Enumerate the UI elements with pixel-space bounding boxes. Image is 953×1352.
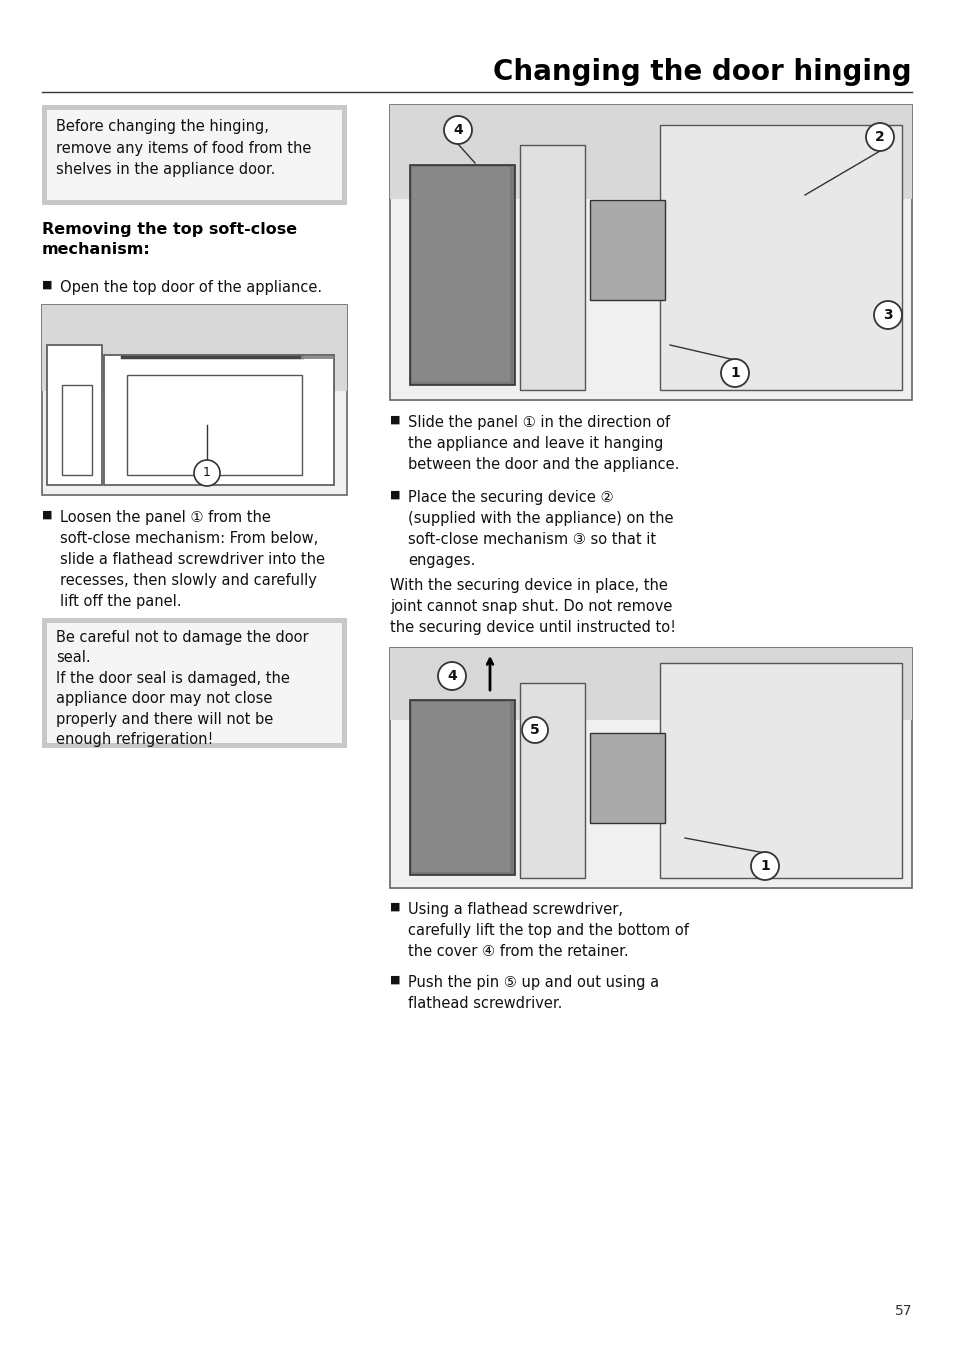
Text: With the securing device in place, the
joint cannot snap shut. Do not remove
the: With the securing device in place, the j…	[390, 579, 676, 635]
Bar	[410, 700, 515, 875]
Bar	[104, 356, 334, 485]
Bar	[62, 385, 91, 475]
Text: Open the top door of the appliance.: Open the top door of the appliance.	[60, 280, 322, 295]
Bar	[410, 165, 515, 385]
Circle shape	[865, 123, 893, 151]
Text: ■: ■	[42, 280, 52, 289]
Bar	[47, 345, 102, 485]
Text: ■: ■	[390, 489, 400, 500]
Text: Using a flathead screwdriver,
carefully lift the top and the bottom of
the cover: Using a flathead screwdriver, carefully …	[408, 902, 688, 959]
Circle shape	[521, 717, 547, 744]
Bar	[589, 200, 664, 300]
Bar	[47, 623, 341, 744]
Bar	[47, 110, 341, 200]
Text: ■: ■	[42, 510, 52, 521]
Text: 5: 5	[530, 723, 539, 737]
Circle shape	[720, 360, 748, 387]
Text: Place the securing device ②
(supplied with the appliance) on the
soft-close mech: Place the securing device ② (supplied wi…	[408, 489, 673, 568]
Bar	[589, 733, 664, 823]
Bar	[659, 124, 901, 389]
Circle shape	[750, 852, 779, 880]
Text: 2: 2	[874, 130, 884, 145]
Bar	[412, 168, 510, 383]
Bar	[390, 648, 911, 888]
Text: Before changing the hinging,
remove any items of food from the
shelves in the ap: Before changing the hinging, remove any …	[56, 119, 311, 177]
Bar	[42, 618, 347, 748]
Circle shape	[443, 116, 472, 145]
Circle shape	[193, 460, 220, 485]
Text: ■: ■	[390, 902, 400, 913]
Text: Removing the top soft-close
mechanism:: Removing the top soft-close mechanism:	[42, 222, 296, 257]
Bar	[42, 306, 347, 391]
Circle shape	[437, 662, 465, 690]
Bar	[519, 683, 584, 877]
Bar	[390, 648, 911, 721]
Text: 1: 1	[203, 466, 211, 480]
Text: Be careful not to damage the door
seal.
If the door seal is damaged, the
applian: Be careful not to damage the door seal. …	[56, 630, 309, 748]
Text: 4: 4	[447, 669, 456, 683]
Bar	[519, 145, 584, 389]
Text: 3: 3	[882, 308, 892, 322]
Bar	[390, 105, 911, 199]
Text: 4: 4	[453, 123, 462, 137]
Circle shape	[873, 301, 901, 329]
Bar	[127, 375, 302, 475]
Text: Loosen the panel ① from the
soft-close mechanism: From below,
slide a flathead s: Loosen the panel ① from the soft-close m…	[60, 510, 325, 608]
Text: 57: 57	[894, 1303, 911, 1318]
Bar	[42, 105, 347, 206]
Text: Push the pin ⑤ up and out using a
flathead screwdriver.: Push the pin ⑤ up and out using a flathe…	[408, 975, 659, 1011]
Text: ■: ■	[390, 415, 400, 425]
Text: ■: ■	[390, 975, 400, 986]
Bar	[412, 702, 510, 872]
Text: 1: 1	[729, 366, 740, 380]
Bar	[42, 306, 347, 495]
Text: Slide the panel ① in the direction of
the appliance and leave it hanging
between: Slide the panel ① in the direction of th…	[408, 415, 679, 472]
Bar	[390, 105, 911, 400]
Text: Changing the door hinging: Changing the door hinging	[493, 58, 911, 87]
Bar	[659, 662, 901, 877]
Text: 1: 1	[760, 859, 769, 873]
